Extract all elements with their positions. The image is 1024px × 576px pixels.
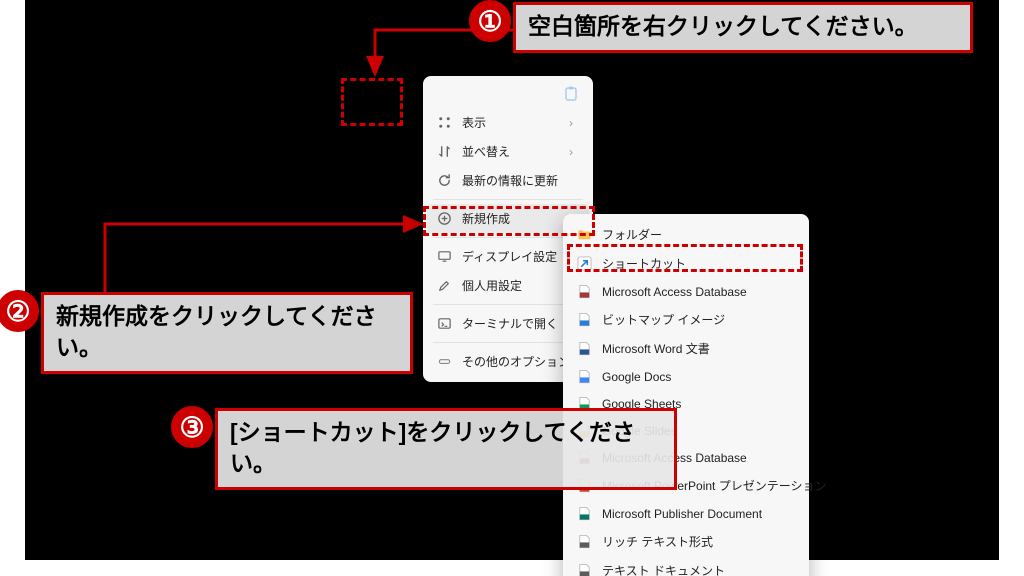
shortcut-icon [577,256,592,271]
brush-icon [437,278,452,293]
submenu-item-label: Google Docs [602,370,795,384]
submenu-item[interactable]: リッチ テキスト形式 [567,527,805,556]
callout-badge-1: ① [469,0,511,42]
refresh-icon [437,173,452,188]
menu-separator [433,237,583,238]
doc-icon [577,369,592,384]
more-icon [437,354,452,369]
desktop-area[interactable]: 表示 › 並べ替え › 最新の情報に更新 新規作成 › ディスプレイ設定 個人用… [25,0,999,560]
callout-badge-3: ③ [171,406,213,448]
context-menu-quick-actions [427,82,589,108]
doc-icon [577,312,592,327]
submenu-item-label: Microsoft Publisher Document [602,507,795,521]
menu-item-sort[interactable]: 並べ替え › [427,137,589,166]
submenu-item[interactable]: Microsoft Publisher Document [567,500,805,527]
callout-1: ① 空白箇所を右クリックしてください。 [513,2,973,53]
menu-separator [433,342,583,343]
menu-separator [433,304,583,305]
submenu-item-label: ビットマップ イメージ [602,311,795,328]
menu-item-view[interactable]: 表示 › [427,108,589,137]
callout-text-2: 新規作成をクリックしてください。 [41,292,413,374]
menu-item-label: ターミナルで開く [462,315,579,332]
callout-2: ② 新規作成をクリックしてください。 [41,292,413,374]
submenu-item[interactable]: Google Docs [567,363,805,390]
callout-badge-2: ② [0,290,39,332]
submenu-item[interactable]: ショートカット [567,249,805,278]
menu-item-label: 最新の情報に更新 [462,172,579,189]
plus-circle-icon [437,211,452,226]
callout-3: ③ [ショートカット]をクリックしてください。 [215,408,677,490]
new-submenu: フォルダーショートカット Microsoft Access Database ビット… [563,214,809,576]
submenu-item-label: テキスト ドキュメント [602,562,795,576]
right-click-target [341,78,403,126]
callout-text-3: [ショートカット]をクリックしてください。 [215,408,677,490]
submenu-item[interactable]: テキスト ドキュメント [567,556,805,576]
display-icon [437,249,452,264]
submenu-item[interactable]: ビットマップ イメージ [567,305,805,334]
chevron-right-icon: › [569,116,579,130]
callout-text-1: 空白箇所を右クリックしてください。 [513,2,973,53]
doc-icon [577,341,592,356]
menu-separator [433,199,583,200]
grid-icon [437,115,452,130]
sort-icon [437,144,452,159]
menu-item-label: 並べ替え [462,143,559,160]
menu-item-label: 新規作成 [462,210,559,227]
menu-item-label: 個人用設定 [462,277,579,294]
menu-item-label: 表示 [462,114,559,131]
doc-icon [577,563,592,576]
doc-icon [577,284,592,299]
doc-icon [577,506,592,521]
doc-icon [577,534,592,549]
menu-item-refresh[interactable]: 最新の情報に更新 [427,166,589,195]
submenu-item[interactable]: Microsoft Word 文書 [567,334,805,363]
submenu-item[interactable]: フォルダー [567,220,805,249]
paste-icon[interactable] [563,86,579,102]
folder-icon [577,227,592,242]
submenu-item-label: Microsoft Word 文書 [602,340,795,357]
submenu-item-label: Microsoft Access Database [602,285,795,299]
submenu-item-label: ショートカット [602,255,795,272]
chevron-right-icon: › [569,145,579,159]
submenu-item-label: リッチ テキスト形式 [602,533,795,550]
submenu-item-label: フォルダー [602,226,795,243]
terminal-icon [437,316,452,331]
menu-item-label: ディスプレイ設定 [462,248,579,265]
submenu-item[interactable]: Microsoft Access Database [567,278,805,305]
